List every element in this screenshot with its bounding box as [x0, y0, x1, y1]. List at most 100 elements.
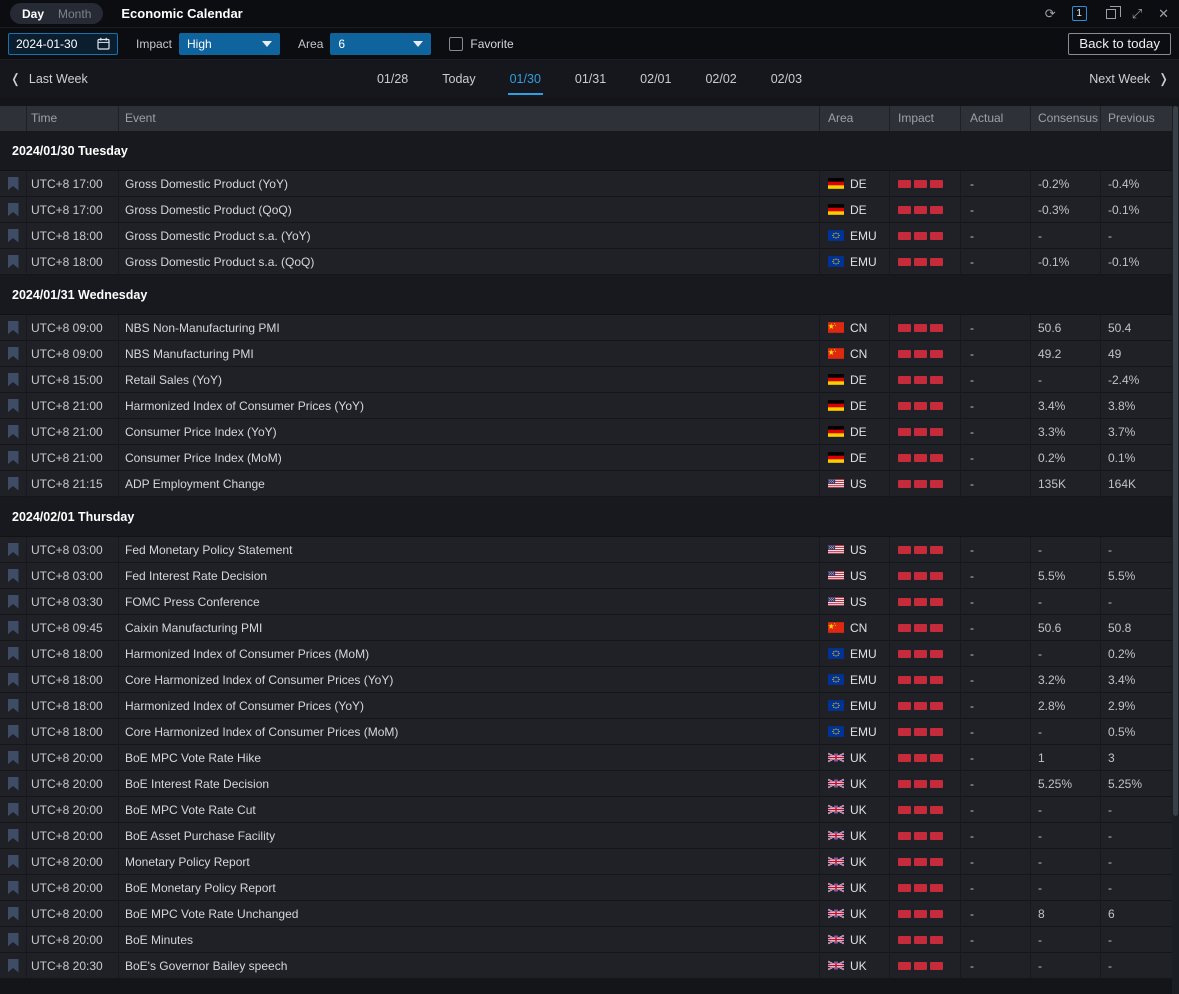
previous-value: 49: [1101, 341, 1172, 367]
tab-month[interactable]: Month: [58, 7, 91, 21]
impact-bar: [930, 454, 943, 462]
bookmark-icon[interactable]: [8, 699, 19, 713]
back-to-today-button[interactable]: Back to today: [1068, 33, 1171, 55]
impact-high-indicator: [898, 445, 960, 471]
bookmark-icon[interactable]: [8, 229, 19, 243]
event-row[interactable]: UTC+8 18:00 Harmonized Index of Consumer…: [0, 693, 1172, 719]
bookmark-icon[interactable]: [8, 177, 19, 191]
event-row[interactable]: UTC+8 21:00 Consumer Price Index (YoY) D…: [0, 419, 1172, 445]
bookmark-icon[interactable]: [8, 673, 19, 687]
bookmark-icon[interactable]: [8, 829, 19, 843]
event-row[interactable]: UTC+8 21:15 ADP Employment Change US - 1…: [0, 471, 1172, 497]
day-tab-01-28[interactable]: 01/28: [377, 63, 408, 94]
refresh-icon[interactable]: ⟳: [1045, 7, 1056, 20]
event-row[interactable]: UTC+8 03:30 FOMC Press Conference US - -…: [0, 589, 1172, 615]
event-row[interactable]: UTC+8 20:00 Monetary Policy Report UK - …: [0, 849, 1172, 875]
event-row[interactable]: UTC+8 03:00 Fed Monetary Policy Statemen…: [0, 537, 1172, 563]
tab-day[interactable]: Day: [22, 7, 44, 21]
event-row[interactable]: UTC+8 20:00 BoE MPC Vote Rate Unchanged …: [0, 901, 1172, 927]
bookmark-icon[interactable]: [8, 725, 19, 739]
bookmark-icon[interactable]: [8, 751, 19, 765]
event-row[interactable]: UTC+8 09:00 NBS Manufacturing PMI CN - 4…: [0, 341, 1172, 367]
bookmark-icon[interactable]: [8, 477, 19, 491]
actual-value: -: [961, 223, 1031, 249]
bookmark-icon[interactable]: [8, 425, 19, 439]
event-row[interactable]: UTC+8 20:00 BoE Asset Purchase Facility …: [0, 823, 1172, 849]
date-picker[interactable]: 2024-01-30: [8, 33, 118, 55]
impact-bar: [930, 650, 943, 658]
bookmark-icon[interactable]: [8, 255, 19, 269]
bookmark-icon[interactable]: [8, 595, 19, 609]
event-row[interactable]: UTC+8 20:30 BoE's Governor Bailey speech…: [0, 953, 1172, 979]
day-tab-01-31[interactable]: 01/31: [575, 63, 606, 94]
bookmark-icon[interactable]: [8, 321, 19, 335]
bookmark-icon[interactable]: [8, 621, 19, 635]
event-impact: [890, 589, 961, 615]
vertical-scrollbar[interactable]: [1172, 106, 1179, 994]
event-row[interactable]: UTC+8 18:00 Gross Domestic Product s.a. …: [0, 223, 1172, 249]
event-row[interactable]: UTC+8 20:00 BoE MPC Vote Rate Cut UK - -…: [0, 797, 1172, 823]
calendar-icon: [97, 37, 110, 50]
event-row[interactable]: UTC+8 20:00 BoE Minutes UK - - -: [0, 927, 1172, 953]
fullscreen-icon[interactable]: ⤢: [1132, 7, 1142, 20]
event-impact: [890, 223, 961, 249]
actual-value: -: [961, 589, 1031, 615]
bookmark-icon[interactable]: [8, 881, 19, 895]
close-icon[interactable]: ✕: [1158, 7, 1169, 20]
event-row[interactable]: UTC+8 20:00 BoE Interest Rate Decision U…: [0, 771, 1172, 797]
previous-value: 50.4: [1101, 315, 1172, 341]
area-dropdown[interactable]: 6: [330, 33, 431, 55]
event-time: UTC+8 15:00: [27, 367, 119, 393]
event-time: UTC+8 21:00: [27, 419, 119, 445]
day-tab-02-03[interactable]: 02/03: [771, 63, 802, 94]
event-area: EMU: [820, 249, 890, 275]
bookmark-icon[interactable]: [8, 777, 19, 791]
flag-cn-icon: [828, 622, 844, 633]
day-tab-02-01[interactable]: 02/01: [640, 63, 671, 94]
area-code: UK: [850, 849, 867, 875]
favorite-checkbox[interactable]: [449, 37, 463, 51]
bookmark-icon[interactable]: [8, 907, 19, 921]
scrollbar-thumb[interactable]: [1173, 106, 1178, 816]
bookmark-icon[interactable]: [8, 373, 19, 387]
consensus-value: -0.1%: [1031, 249, 1101, 275]
event-row[interactable]: UTC+8 03:00 Fed Interest Rate Decision U…: [0, 563, 1172, 589]
day-tab-today[interactable]: Today: [442, 63, 475, 94]
consensus-value: 2.8%: [1031, 693, 1101, 719]
bookmark-icon[interactable]: [8, 647, 19, 661]
bookmark-icon[interactable]: [8, 803, 19, 817]
event-row[interactable]: UTC+8 21:00 Consumer Price Index (MoM) D…: [0, 445, 1172, 471]
bookmark-icon[interactable]: [8, 855, 19, 869]
bookmark-icon[interactable]: [8, 347, 19, 361]
event-row[interactable]: UTC+8 20:00 BoE Monetary Policy Report U…: [0, 875, 1172, 901]
day-tab-01-30[interactable]: 01/30: [510, 63, 541, 94]
impact-bar: [930, 806, 943, 814]
event-name: Harmonized Index of Consumer Prices (MoM…: [119, 641, 820, 667]
event-row[interactable]: UTC+8 18:00 Harmonized Index of Consumer…: [0, 641, 1172, 667]
event-row[interactable]: UTC+8 20:00 BoE MPC Vote Rate Hike UK - …: [0, 745, 1172, 771]
bookmark-icon[interactable]: [8, 959, 19, 973]
event-row[interactable]: UTC+8 17:00 Gross Domestic Product (YoY)…: [0, 171, 1172, 197]
event-row[interactable]: UTC+8 21:00 Harmonized Index of Consumer…: [0, 393, 1172, 419]
event-row[interactable]: UTC+8 15:00 Retail Sales (YoY) DE - - -2…: [0, 367, 1172, 393]
bookmark-icon[interactable]: [8, 451, 19, 465]
day-tab-02-02[interactable]: 02/02: [705, 63, 736, 94]
bookmark-icon[interactable]: [8, 569, 19, 583]
event-row[interactable]: UTC+8 09:45 Caixin Manufacturing PMI CN …: [0, 615, 1172, 641]
event-row[interactable]: UTC+8 18:00 Gross Domestic Product s.a. …: [0, 249, 1172, 275]
event-row[interactable]: UTC+8 18:00 Core Harmonized Index of Con…: [0, 667, 1172, 693]
event-row[interactable]: UTC+8 09:00 NBS Non-Manufacturing PMI CN…: [0, 315, 1172, 341]
event-area: UK: [820, 771, 890, 797]
event-row[interactable]: UTC+8 18:00 Core Harmonized Index of Con…: [0, 719, 1172, 745]
impact-high-indicator: [898, 563, 960, 589]
restore-icon[interactable]: [1103, 9, 1116, 19]
event-row[interactable]: UTC+8 17:00 Gross Domestic Product (QoQ)…: [0, 197, 1172, 223]
impact-dropdown[interactable]: High: [179, 33, 280, 55]
bookmark-icon[interactable]: [8, 543, 19, 557]
bookmark-icon[interactable]: [8, 933, 19, 947]
flag-uk-icon: [828, 752, 844, 763]
bookmark-icon[interactable]: [8, 203, 19, 217]
window-count-badge[interactable]: 1: [1072, 6, 1087, 21]
bookmark-icon[interactable]: [8, 399, 19, 413]
area-value: 6: [338, 37, 345, 51]
